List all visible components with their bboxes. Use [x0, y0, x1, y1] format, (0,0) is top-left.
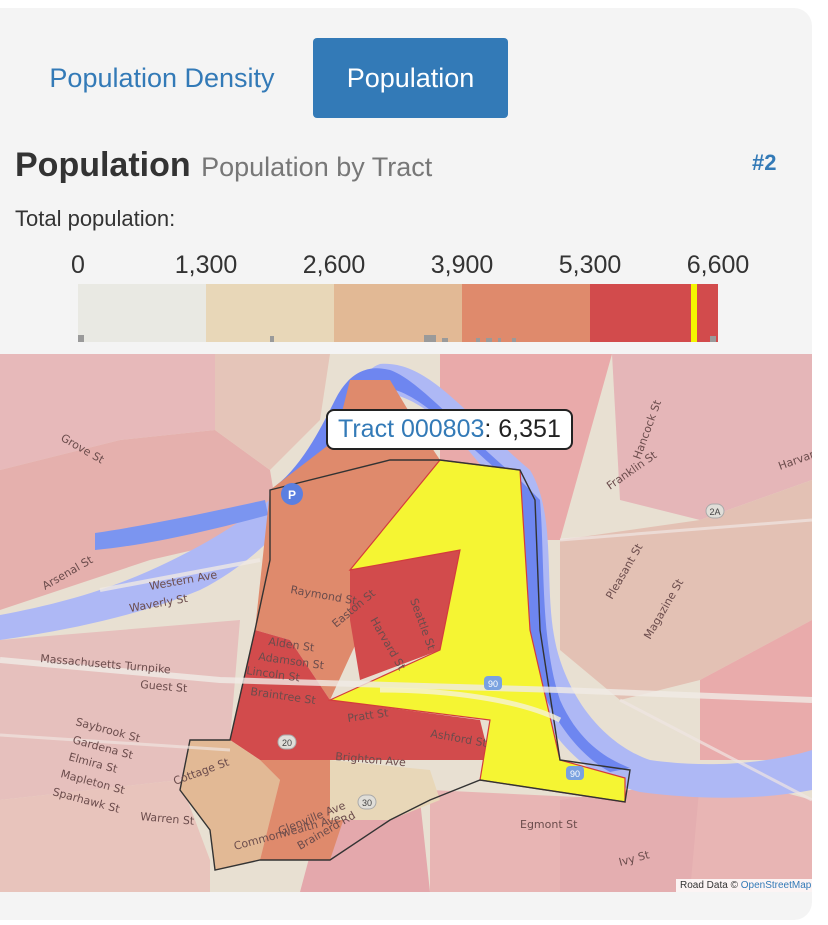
- highway-shield-90: 90: [484, 676, 502, 690]
- legend-histogram-bar: [512, 338, 516, 342]
- street-label: Warren St: [140, 810, 196, 828]
- legend-swatch-2: [206, 284, 334, 342]
- street-label: Alden St: [268, 635, 316, 654]
- legend-tick-3: 3,900: [430, 251, 494, 279]
- parking-icon: P: [281, 483, 303, 505]
- legend-histogram-bar: [424, 335, 436, 342]
- legend-tick-1: 1,300: [174, 251, 238, 279]
- svg-text:30: 30: [362, 798, 372, 808]
- legend-label: Total population:: [15, 206, 176, 231]
- map-number-badge: #2: [752, 150, 777, 175]
- street-label: Guest St: [140, 678, 189, 695]
- highway-shield-20: 20: [277, 734, 297, 750]
- chart-title: Population: [15, 146, 191, 184]
- legend-histogram-bar: [78, 335, 84, 342]
- svg-text:90: 90: [488, 679, 498, 689]
- tab-population-density[interactable]: Population Density: [49, 63, 275, 93]
- svg-text:2A: 2A: [709, 507, 720, 517]
- chart-heading: Population Population by Tract: [15, 146, 432, 185]
- legend-tick-2: 2,600: [302, 251, 366, 279]
- highway-shield-2a: 2A: [705, 503, 725, 519]
- tab-bar: Population Density Population: [0, 38, 812, 120]
- tract-tooltip: Tract 000803: 6,351: [326, 409, 573, 450]
- attribution-prefix: Road Data ©: [680, 880, 741, 891]
- map-svg[interactable]: Raymond St Easton St Harvard St Seattle …: [0, 354, 812, 892]
- legend-selected-marker: [691, 284, 697, 342]
- street-label: Egmont St: [520, 818, 578, 831]
- tooltip-value: : 6,351: [484, 415, 561, 443]
- svg-text:20: 20: [282, 738, 292, 748]
- street-label: Pratt St: [347, 706, 390, 725]
- legend-histogram-bar: [476, 338, 480, 342]
- legend-swatch-4: [462, 284, 590, 342]
- legend-histogram-bar: [710, 336, 716, 342]
- openstreetmap-link[interactable]: OpenStreetMap: [740, 880, 812, 891]
- legend-color-bar: [78, 284, 718, 342]
- svg-text:P: P: [288, 488, 296, 502]
- legend-swatch-3: [334, 284, 462, 342]
- legend-swatch-5: [590, 284, 718, 342]
- svg-text:90: 90: [570, 769, 580, 779]
- chart-subtitle: Population by Tract: [201, 152, 433, 182]
- legend-tick-0: 0: [71, 251, 85, 279]
- street-label: Brighton Ave: [335, 750, 407, 769]
- map-canvas[interactable]: Raymond St Easton St Harvard St Seattle …: [0, 354, 812, 892]
- tab-population[interactable]: Population: [313, 38, 508, 118]
- highway-shield-30: 30: [357, 794, 377, 810]
- highway-shield-90: 90: [566, 766, 584, 780]
- legend-tick-5: 6,600: [686, 251, 750, 279]
- tooltip-tract-name[interactable]: Tract 000803: [338, 415, 485, 443]
- legend-histogram-bar: [270, 336, 274, 342]
- legend-swatch-1: [78, 284, 206, 342]
- map-attribution: Road Data © OpenStreetMap: [676, 879, 816, 892]
- legend-histogram-bar: [498, 338, 501, 342]
- legend-tick-4: 5,300: [558, 251, 622, 279]
- legend-histogram-bar: [442, 338, 448, 342]
- legend-histogram-bar: [486, 338, 492, 342]
